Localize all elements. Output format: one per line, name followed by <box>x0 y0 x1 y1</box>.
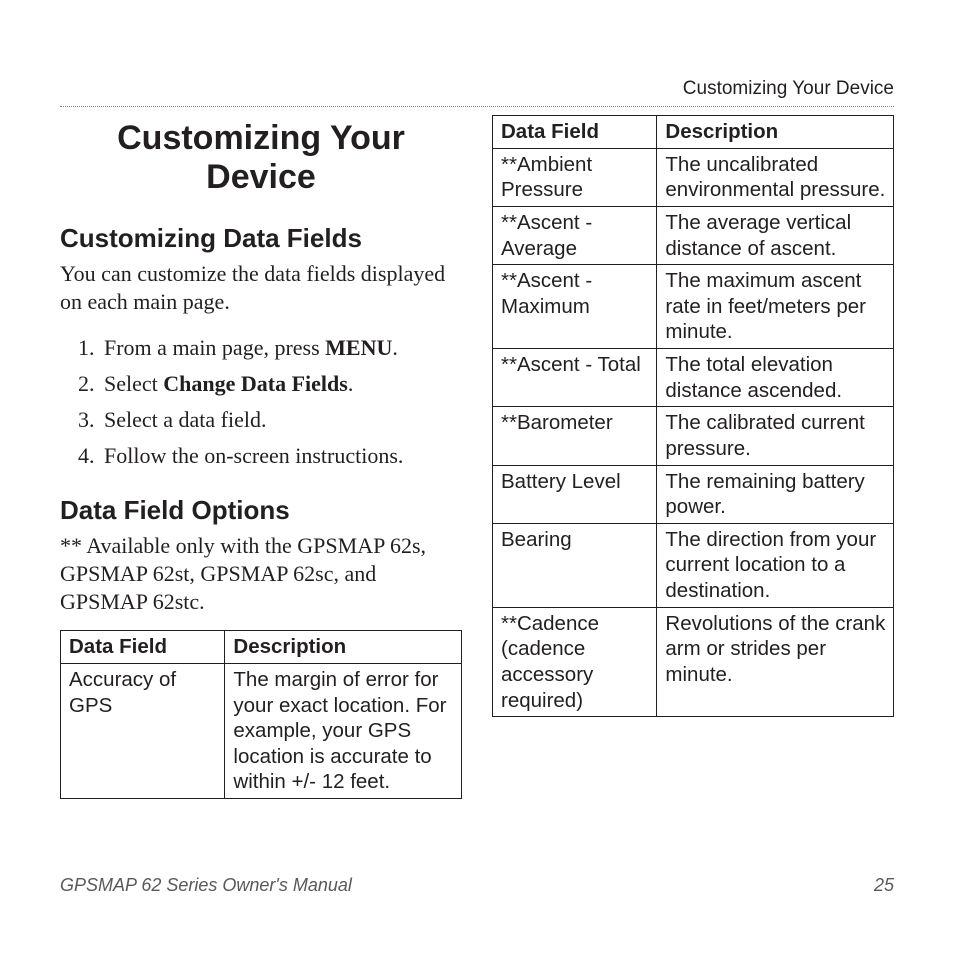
intro-text: You can customize the data fields displa… <box>60 260 462 316</box>
table-header-field: Data Field <box>493 116 657 149</box>
step-keyword: Change Data Fields <box>163 371 348 396</box>
table-cell-description: The remaining battery power. <box>657 465 894 523</box>
table-row: **Ambient PressureThe uncalibrated envir… <box>493 148 894 206</box>
options-note: ** Available only with the GPSMAP 62s, G… <box>60 532 462 616</box>
table-row: Accuracy of GPS The margin of error for … <box>61 663 462 798</box>
step-text: . <box>348 371 354 396</box>
table-cell-field: **Barometer <box>493 407 657 465</box>
step-item: Select Change Data Fields. <box>100 367 462 401</box>
table-header-row: Data Field Description <box>61 631 462 664</box>
table-cell-field: **Ambient Pressure <box>493 148 657 206</box>
table-row: **BarometerThe calibrated current pressu… <box>493 407 894 465</box>
content-columns: Customizing Your Device Customizing Data… <box>60 115 894 799</box>
steps-list: From a main page, press MENU. Select Cha… <box>60 331 462 473</box>
table-cell-description: The calibrated current pressure. <box>657 407 894 465</box>
table-cell-description: The average vertical distance of ascent. <box>657 206 894 264</box>
table-cell-description: The maximum ascent rate in feet/meters p… <box>657 265 894 349</box>
table-cell-field: Bearing <box>493 523 657 607</box>
table-cell-field: **Ascent - Total <box>493 349 657 407</box>
heading-data-field-options: Data Field Options <box>60 495 462 526</box>
table-cell-description: The margin of error for your exact locat… <box>225 663 462 798</box>
table-header-field: Data Field <box>61 631 225 664</box>
table-header-description: Description <box>225 631 462 664</box>
table-row: **Ascent - AverageThe average vertical d… <box>493 206 894 264</box>
table-cell-description: The direction from your current location… <box>657 523 894 607</box>
table-cell-field: Accuracy of GPS <box>61 663 225 798</box>
step-item: Select a data field. <box>100 403 462 437</box>
step-text: Follow the on-screen instructions. <box>104 443 403 468</box>
table-header-row: Data Field Description <box>493 116 894 149</box>
footer-page-number: 25 <box>874 875 894 896</box>
step-text: . <box>392 335 398 360</box>
heading-customizing-data-fields: Customizing Data Fields <box>60 223 462 254</box>
table-header-description: Description <box>657 116 894 149</box>
table-row: **Ascent - MaximumThe maximum ascent rat… <box>493 265 894 349</box>
table-row: **Cadence (cadence accessory required)Re… <box>493 607 894 717</box>
step-item: Follow the on-screen instructions. <box>100 439 462 473</box>
data-field-table-right: Data Field Description **Ambient Pressur… <box>492 115 894 717</box>
table-cell-field: **Cadence (cadence accessory required) <box>493 607 657 717</box>
table-row: BearingThe direction from your current l… <box>493 523 894 607</box>
right-column: Data Field Description **Ambient Pressur… <box>492 115 894 799</box>
table-cell-field: Battery Level <box>493 465 657 523</box>
step-text: Select <box>104 371 163 396</box>
table-row: **Ascent - TotalThe total elevation dist… <box>493 349 894 407</box>
table-cell-description: The total elevation distance ascended. <box>657 349 894 407</box>
footer-manual-title: GPSMAP 62 Series Owner's Manual <box>60 875 352 896</box>
step-keyword: MENU <box>325 335 392 360</box>
step-text: Select a data field. <box>104 407 266 432</box>
table-row: Battery LevelThe remaining battery power… <box>493 465 894 523</box>
step-text: From a main page, press <box>104 335 325 360</box>
running-header: Customizing Your Device <box>60 78 894 107</box>
table-cell-field: **Ascent - Maximum <box>493 265 657 349</box>
table-cell-field: **Ascent - Average <box>493 206 657 264</box>
page-footer: GPSMAP 62 Series Owner's Manual 25 <box>60 875 894 896</box>
data-field-table-left: Data Field Description Accuracy of GPS T… <box>60 630 462 799</box>
step-item: From a main page, press MENU. <box>100 331 462 365</box>
table-cell-description: The uncalibrated environmental pressure. <box>657 148 894 206</box>
table-cell-description: Revolutions of the crank arm or strides … <box>657 607 894 717</box>
left-column: Customizing Your Device Customizing Data… <box>60 115 462 799</box>
main-title: Customizing Your Device <box>60 119 462 197</box>
